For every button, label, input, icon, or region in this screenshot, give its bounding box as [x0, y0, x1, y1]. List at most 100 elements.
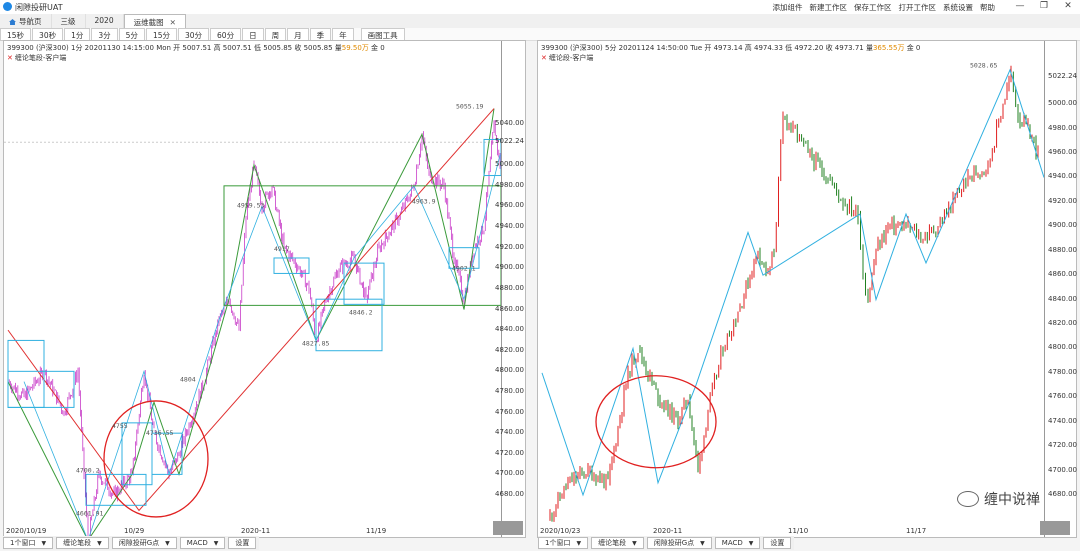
tab-2020-label: 2020	[94, 16, 114, 25]
tab-home-label: 导航页	[19, 17, 42, 26]
price-tick-label: 5022.24	[495, 137, 524, 146]
right-macd-select[interactable]: MACD ▼	[714, 537, 761, 549]
annotation-label: 4700.2	[76, 466, 100, 474]
pivot-box	[483, 138, 501, 177]
menu-new-workspace[interactable]: 新建工作区	[809, 3, 848, 12]
pivot-box	[223, 185, 501, 306]
price-tick-label: 4780.00	[1048, 367, 1077, 376]
highlight-circle	[595, 375, 717, 469]
dropdown-arrow-icon: ▼	[700, 539, 705, 547]
maximize-icon[interactable]: ❐	[1039, 1, 1049, 11]
left-candlestick-chart[interactable]: 5055.19 4959.53 4963.9 4917 4827.85 4846.2 490…	[4, 41, 501, 537]
right-scroll-thumb[interactable]	[1040, 521, 1070, 535]
pivot-box	[273, 257, 310, 274]
price-tick-label: 4760.00	[495, 407, 524, 416]
tab-ops-screenshot[interactable]: 运维截图 ✕	[123, 14, 186, 29]
pivot-box	[448, 247, 480, 269]
right-window-select[interactable]: 1个窗口 ▼	[538, 537, 589, 549]
menu-add-widget[interactable]: 添加组件	[772, 3, 803, 12]
price-tick-label: 5022.24	[1048, 72, 1077, 80]
left-chart-pane[interactable]: 399300 (沪深300) 1分 20201130 14:15:00 Mon …	[3, 40, 526, 538]
pivot-box	[315, 298, 383, 352]
remove-study-icon[interactable]: ✕	[7, 54, 13, 62]
price-tick-label: 4700.00	[1048, 465, 1077, 474]
time-tick-label: 2020-11	[241, 527, 271, 535]
price-tick-label: 4820.00	[495, 345, 524, 354]
annotation-label: 4917	[274, 245, 290, 253]
close-icon[interactable]: ✕	[1064, 1, 1072, 11]
title-bar: 闲隙投研UAT 添加组件 新建工作区 保存工作区 打开工作区 系统设置 帮助 —…	[0, 0, 1080, 15]
time-tick-label: 11/17	[906, 527, 927, 535]
annotation-label: 4827.85	[302, 340, 329, 348]
segment-line	[7, 108, 495, 537]
price-tick-label: 5000.00	[495, 160, 524, 169]
price-tick-label: 4680.00	[495, 490, 524, 498]
minimize-icon[interactable]: —	[1015, 1, 1025, 11]
annotation-label: 4902.1	[452, 264, 476, 272]
price-tick-label: 4860.00	[1048, 270, 1077, 279]
price-tick-label: 4720.00	[1048, 441, 1077, 450]
tab-ops-label: 运维截图	[133, 18, 164, 27]
pivot-box	[7, 339, 45, 408]
price-tick-label: 4760.00	[1048, 392, 1077, 401]
wechat-icon	[957, 491, 979, 507]
menu-open-workspace[interactable]: 打开工作区	[898, 3, 937, 12]
dropdown-arrow-icon: ▼	[41, 539, 47, 547]
price-tick-label: 4920.00	[495, 242, 524, 251]
price-tick-label: 4740.00	[495, 428, 524, 437]
right-price-axis[interactable]: 5022.24 5000.00 4980.00 4960.00 4940.00 4920.…	[1044, 41, 1077, 537]
right-chart-pane[interactable]: 399300 (沪深300) 5分 20201124 14:50:00 Tue …	[537, 40, 1077, 538]
menu-save-workspace[interactable]: 保存工作区	[854, 3, 892, 12]
left-study-name: 缠论笔段-客户端	[14, 54, 67, 62]
price-tick-label: 4880.00	[495, 283, 524, 292]
price-tick-label: 4800.00	[495, 366, 524, 375]
price-tick-label: 4960.00	[495, 201, 524, 210]
tab-level3-label: 三级	[60, 17, 76, 26]
price-tick-label: 4780.00	[495, 386, 524, 395]
left-indicator-select[interactable]: 缠论笔段 ▼	[56, 537, 109, 549]
right-gpoint-select[interactable]: 闲隙投研G点 ▼	[646, 537, 712, 549]
pivot-box	[151, 432, 183, 475]
dropdown-arrow-icon: ▼	[748, 539, 754, 547]
price-tick-label: 4820.00	[1048, 319, 1077, 327]
annotation-label: 4804	[180, 376, 196, 384]
left-window-select[interactable]: 1个窗口 ▼	[3, 537, 54, 549]
menu-settings[interactable]: 系统设置	[943, 3, 973, 12]
remove-study-icon[interactable]: ✕	[541, 54, 547, 62]
time-tick-label: 2020-11	[653, 527, 683, 535]
annotation-label: 4755	[112, 422, 128, 430]
tab-level3[interactable]: 三级	[52, 14, 86, 28]
top-menu: 添加组件 新建工作区 保存工作区 打开工作区 系统设置 帮助	[773, 2, 996, 13]
annotation-label: 4636.30	[48, 534, 75, 537]
right-quote-info: 399300 (沪深300) 5分 20201124 14:50:00 Tue …	[541, 43, 920, 53]
left-settings-button[interactable]: 设置	[228, 537, 257, 549]
price-tick-label: 4860.00	[495, 304, 524, 313]
left-quote-info: 399300 (沪深300) 1分 20201130 14:15:00 Mon …	[7, 43, 385, 53]
left-price-axis[interactable]: 5040.00 5022.24 5000.00 4980.00 4960.00 4940.…	[495, 41, 524, 537]
annotation-label: 4736.55	[146, 429, 173, 437]
right-settings-button[interactable]: 设置	[763, 537, 792, 549]
tab-close-icon[interactable]: ✕	[169, 18, 176, 27]
price-tick-label: 4980.00	[1048, 123, 1077, 132]
price-tick-label: 4680.00	[1048, 490, 1077, 498]
right-amount: 365.55万	[872, 44, 905, 52]
left-macd-select[interactable]: MACD ▼	[179, 537, 226, 549]
price-tick-label: 5040.00	[495, 119, 524, 127]
right-quote-suffix: 金 0	[904, 44, 921, 52]
left-scroll-thumb[interactable]	[493, 521, 523, 535]
tab-bar: 导航页 三级 2020 运维截图 ✕	[0, 14, 1080, 29]
tab-home[interactable]: 导航页	[0, 14, 52, 28]
left-quote-text: 399300 (沪深300) 1分 20201130 14:15:00 Mon …	[7, 44, 342, 52]
trend-line	[7, 108, 495, 512]
period-60m[interactable]: 60分	[210, 28, 242, 41]
tab-2020[interactable]: 2020	[86, 14, 124, 28]
menu-help[interactable]: 帮助	[980, 3, 995, 12]
time-tick-label: 2020/10/19	[6, 527, 47, 535]
pivot-box	[343, 262, 385, 305]
price-tick-label: 4900.00	[495, 263, 524, 272]
left-gpoint-select[interactable]: 闲隙投研G点 ▼	[111, 537, 177, 549]
app-logo-icon	[3, 2, 12, 11]
annotation-label: 4661.91	[76, 510, 103, 518]
right-indicator-select[interactable]: 缠论笔段 ▼	[591, 537, 644, 549]
